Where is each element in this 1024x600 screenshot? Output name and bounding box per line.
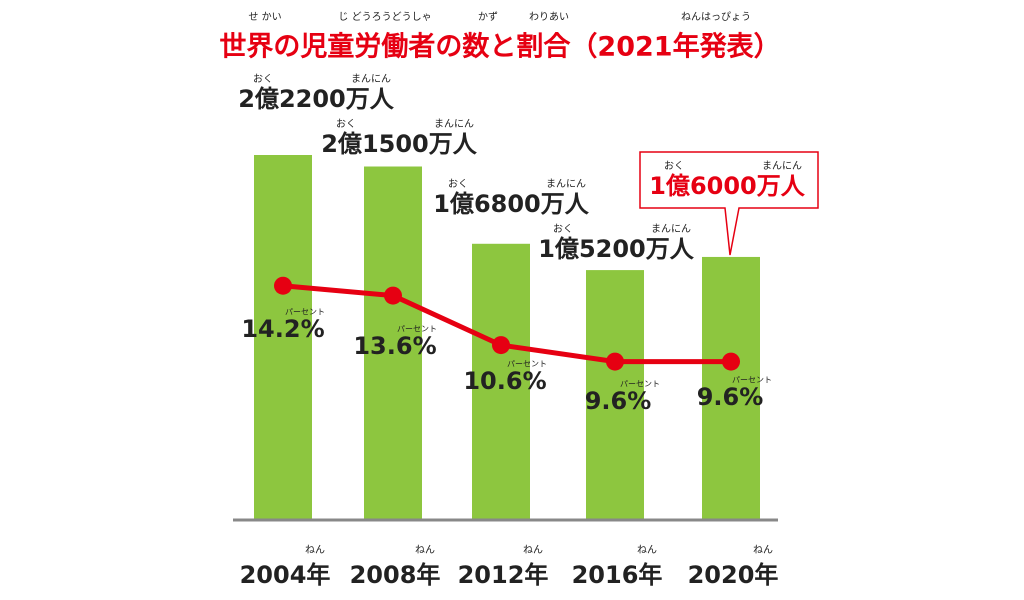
value-ruby: まんにん xyxy=(351,73,391,85)
value-label: 2億2200万人 xyxy=(238,85,394,113)
x-tick-ruby: ねん xyxy=(753,544,773,556)
value-label: 1億6800万人 xyxy=(433,190,589,218)
percent-label: 9.6% xyxy=(585,387,652,415)
value-ruby: まんにん xyxy=(434,118,474,130)
percent-label: 14.2% xyxy=(241,315,324,343)
bar xyxy=(364,166,422,520)
value-ruby: おく xyxy=(336,118,356,130)
percent-ruby: パーセント xyxy=(285,308,325,317)
title-ruby: かず xyxy=(478,11,498,23)
value-label: 1億5200万人 xyxy=(538,235,694,263)
value-ruby: おく xyxy=(664,160,684,172)
title-ruby: わりあい xyxy=(529,11,569,23)
percent-ruby: パーセント xyxy=(620,380,660,389)
percent-ruby: パーセント xyxy=(397,325,437,334)
percent-ruby: パーセント xyxy=(732,376,772,385)
value-ruby: まんにん xyxy=(651,223,691,235)
value-label: 1億6000万人 xyxy=(649,172,805,200)
x-tick-label: 2020年 xyxy=(688,561,779,589)
title-ruby: じ どうろうどうしゃ xyxy=(338,11,431,23)
callout-box xyxy=(639,151,819,256)
chart-title: 世界の児童労働者の数と割合（2021年発表） xyxy=(219,31,780,63)
x-tick-ruby: ねん xyxy=(523,544,543,556)
line-point xyxy=(722,352,740,371)
x-tick-ruby: ねん xyxy=(637,544,657,556)
x-tick-label: 2016年 xyxy=(572,561,663,589)
title-ruby: ねんはっぴょう xyxy=(681,11,751,23)
x-tick-ruby: ねん xyxy=(305,544,325,556)
value-ruby: おく xyxy=(553,223,573,235)
title-ruby: せ かい xyxy=(248,11,281,23)
line-point xyxy=(384,286,402,305)
bar xyxy=(586,270,644,520)
value-ruby: まんにん xyxy=(762,160,802,172)
value-ruby: おく xyxy=(448,178,468,190)
x-tick-label: 2008年 xyxy=(350,561,441,589)
percent-label: 13.6% xyxy=(353,332,436,360)
value-label: 2億1500万人 xyxy=(321,130,477,158)
bar xyxy=(254,155,312,520)
value-ruby: まんにん xyxy=(546,178,586,190)
bar xyxy=(702,256,760,520)
line-point xyxy=(274,276,292,295)
bar xyxy=(472,243,530,520)
percent-label: 9.6% xyxy=(697,383,764,411)
x-tick-ruby: ねん xyxy=(415,544,435,556)
line-point xyxy=(606,352,624,371)
line-point xyxy=(492,336,510,355)
percent-ruby: パーセント xyxy=(507,360,547,369)
x-tick-label: 2012年 xyxy=(458,561,549,589)
percent-label: 10.6% xyxy=(463,367,546,395)
value-ruby: おく xyxy=(253,73,273,85)
x-tick-label: 2004年 xyxy=(240,561,331,589)
